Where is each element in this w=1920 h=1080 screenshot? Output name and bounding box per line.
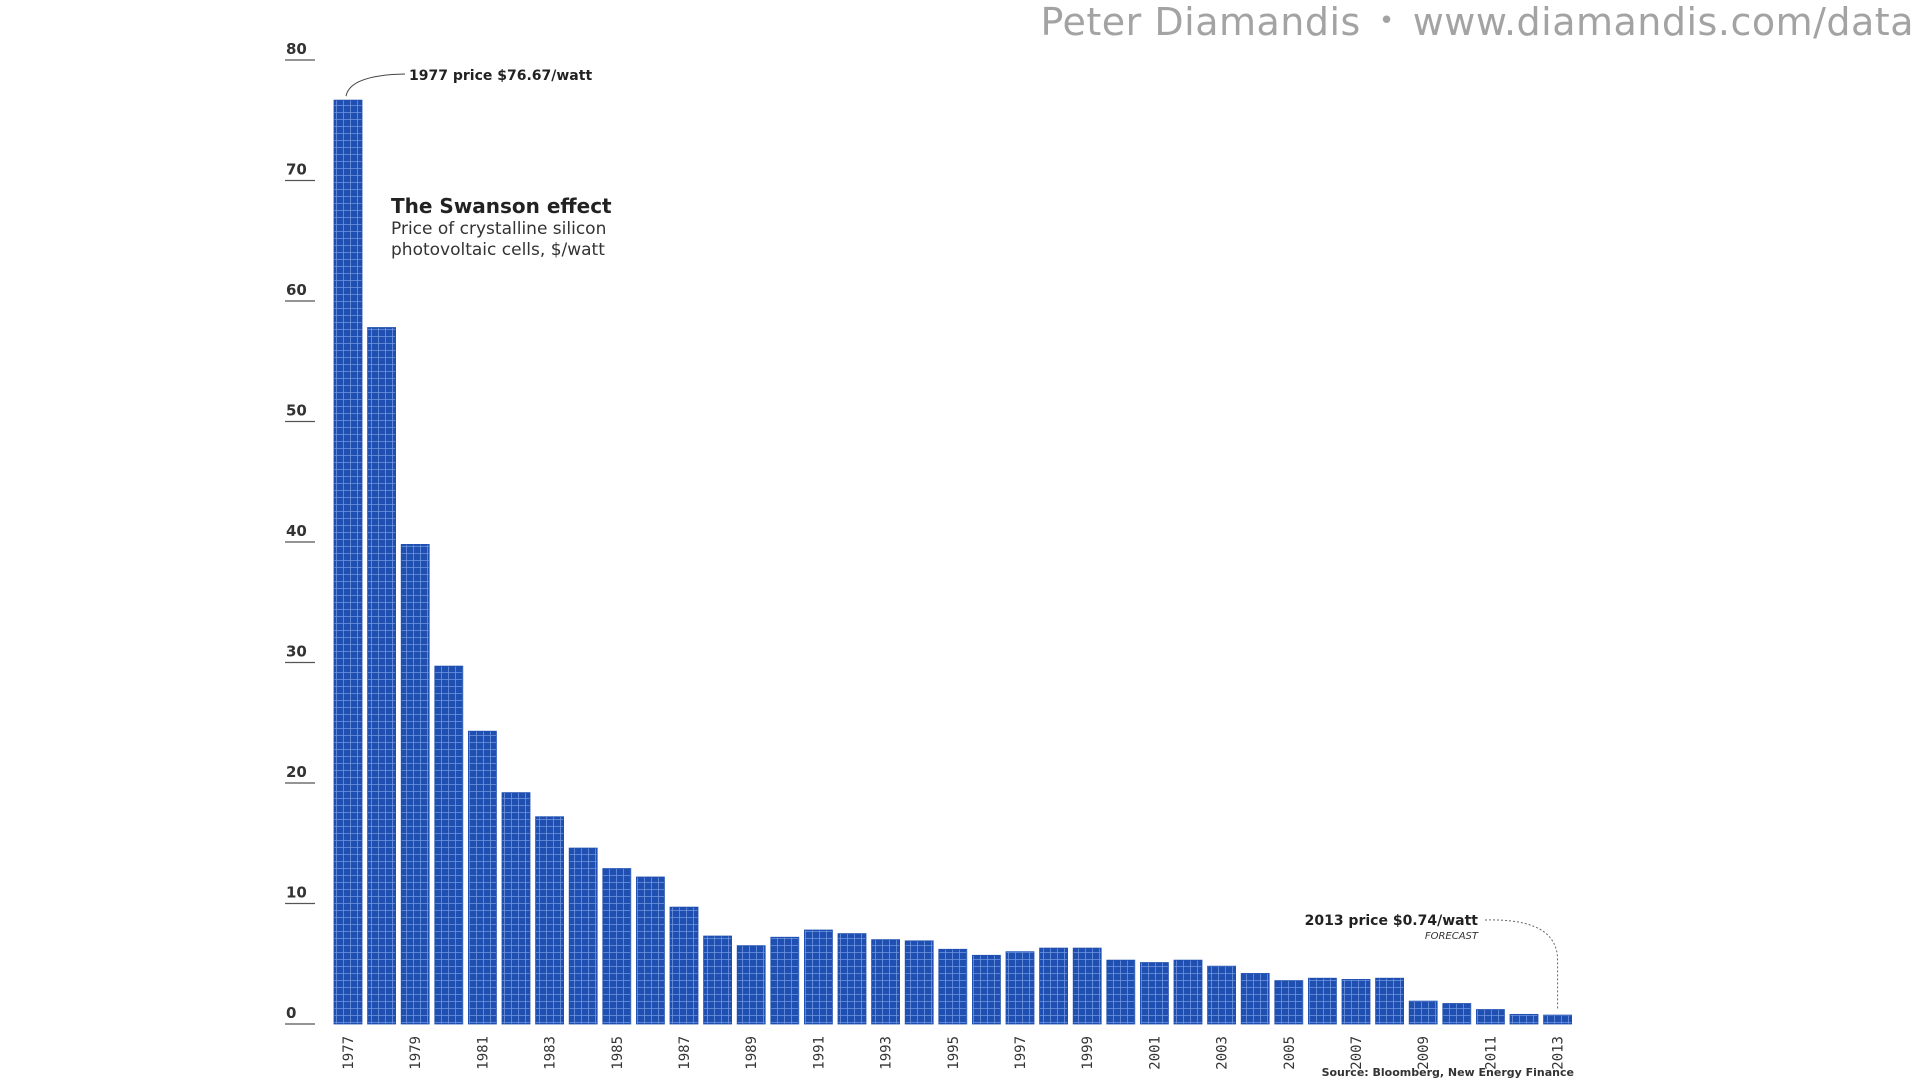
x-tick-label: 2003 [1215,1036,1231,1070]
bar-2013 [1543,1014,1572,1025]
x-tick-label: 1977 [341,1036,357,1070]
bar-1980 [434,665,464,1025]
chart-title-block: The Swanson effect Price of crystalline … [391,193,661,261]
x-tick-label: 2005 [1282,1036,1298,1070]
bar-2010 [1442,1003,1472,1025]
x-tick-label: 1991 [811,1036,827,1070]
bar-1986 [636,876,665,1025]
bar-2005 [1274,980,1304,1025]
bar-2008 [1375,977,1404,1025]
y-tick-label: 60 [286,281,307,299]
bar-1987 [669,906,699,1025]
bar-2011 [1476,1009,1505,1025]
last-price-annotation: 2013 price $0.74/watt [1305,913,1479,929]
bar-1979 [400,544,430,1025]
chart-subtitle: Price of crystalline silicon photovoltai… [391,219,607,260]
x-tick-label: 2001 [1147,1036,1163,1070]
x-tick-label: 1995 [946,1036,962,1070]
watermark: Peter Diamandis • www.diamandis.com/data [1040,0,1914,44]
bar-1984 [568,847,598,1025]
chart-title: The Swanson effect [391,194,612,218]
x-tick-label: 1993 [879,1036,895,1070]
annotations-group: 1977 price $76.67/watt 2013 price $0.74/w… [345,68,1574,1079]
y-axis: 0 10 20 30 40 50 60 70 80 [285,40,315,1025]
x-tick-label: 1999 [1080,1036,1096,1070]
x-tick-label: 1989 [744,1036,760,1070]
y-tick-label: 70 [286,161,307,179]
x-tick-label: 1987 [677,1036,693,1070]
x-tick-label: 2011 [1483,1036,1499,1070]
y-tick-label: 80 [286,40,307,58]
bar-1995 [938,948,968,1025]
bar-2001 [1140,962,1169,1025]
bar-1977 [333,99,363,1025]
bar-1985 [602,868,632,1025]
forecast-note: FORECAST [1425,931,1479,942]
x-tick-label: 2009 [1416,1036,1432,1070]
y-tick-label: 10 [286,884,307,902]
bar-2006 [1308,977,1337,1025]
bar-1992 [837,933,867,1025]
bar-1990 [770,936,800,1025]
watermark-site: www.diamandis.com/data [1412,0,1914,44]
y-tick-label: 20 [286,763,307,781]
bar-2004 [1240,972,1270,1025]
bars-group [333,99,1572,1025]
bar-2007 [1341,979,1371,1025]
y-tick-label: 40 [286,522,307,540]
bar-1978 [367,327,397,1025]
first-price-annotation: 1977 price $76.67/watt [409,68,592,84]
x-tick-label: 1979 [408,1036,424,1070]
bar-2000 [1106,959,1136,1025]
bar-1999 [1072,947,1102,1025]
x-tick-label: 1985 [610,1036,626,1070]
bar-2012 [1509,1013,1539,1025]
bar-1989 [736,945,766,1025]
x-tick-label: 2013 [1551,1036,1567,1070]
bar-2003 [1207,965,1236,1025]
y-tick-label: 0 [286,1004,296,1022]
bar-1982 [501,792,531,1025]
bar-2002 [1173,959,1203,1025]
x-tick-label: 1983 [543,1036,559,1070]
bar-1983 [535,816,564,1025]
watermark-separator: • [1378,5,1395,36]
bar-2009 [1408,1000,1438,1025]
bar-1998 [1039,947,1068,1025]
last-price-callout-line [1484,919,1559,1010]
bar-1994 [904,940,934,1025]
x-tick-label: 2007 [1349,1036,1365,1070]
source-note: Source: Bloomberg, New Energy Finance [1322,1066,1574,1079]
watermark-author: Peter Diamandis [1040,0,1361,44]
y-tick-label: 50 [286,402,307,420]
bar-1991 [804,929,833,1025]
bar-1993 [871,939,900,1025]
y-tick-label: 30 [286,643,307,661]
x-tick-label: 1997 [1013,1036,1029,1070]
bar-1996 [972,954,1001,1025]
bar-1997 [1005,951,1035,1025]
first-price-callout-line [345,73,406,97]
bar-1988 [703,935,732,1025]
x-tick-label: 1981 [475,1036,491,1070]
bar-1981 [467,730,497,1025]
x-axis: 1977 1979 1981 1983 1985 1987 1989 1991 1993 1995… [341,1036,1567,1070]
